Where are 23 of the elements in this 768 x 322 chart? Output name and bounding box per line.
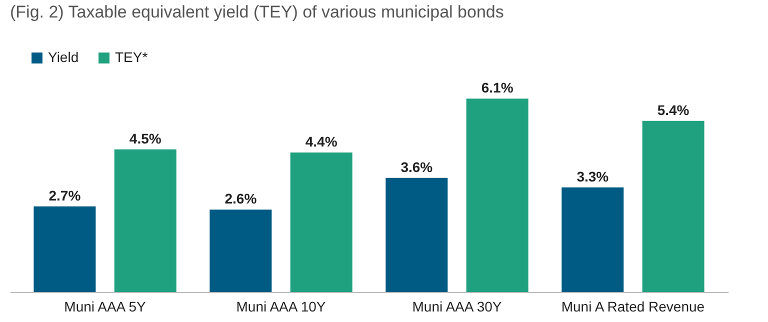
bar: [642, 120, 704, 292]
bar: [34, 206, 96, 292]
bar: [386, 178, 448, 292]
x-tick-label: Muni A Rated Revenue: [561, 298, 705, 314]
data-label: 2.6%: [224, 190, 258, 207]
bar: [562, 187, 624, 292]
data-label: 3.6%: [400, 158, 434, 175]
bar: [210, 210, 272, 292]
data-label: 6.1%: [481, 80, 514, 96]
bar: [290, 152, 352, 292]
data-label: 3.3%: [576, 168, 610, 184]
chart-title: (Fig. 2) Taxable equivalent yield (TEY) of various municipal bonds: [10, 2, 504, 22]
x-tick-label: Muni AAA 30Y: [412, 298, 502, 314]
data-label: 4.5%: [129, 130, 162, 146]
legend-label: TEY*: [115, 49, 148, 65]
data-label: 4.4%: [305, 134, 338, 150]
x-tick-label: Muni AAA 5Y: [64, 298, 147, 314]
bar: [466, 98, 528, 292]
legend-label: Yield: [48, 49, 79, 65]
bar: [114, 149, 176, 292]
data-label: 5.4%: [657, 102, 690, 118]
data-label: 2.7%: [48, 187, 82, 204]
x-tick-label: Muni AAA 10Y: [236, 298, 326, 314]
